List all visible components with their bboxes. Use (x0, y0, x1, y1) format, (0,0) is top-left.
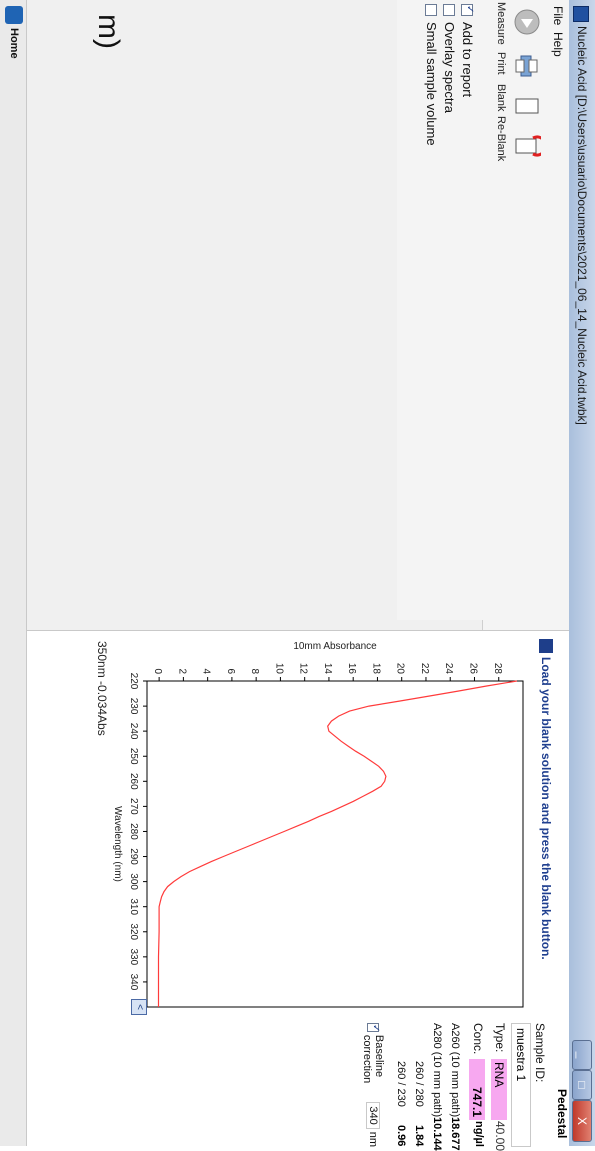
home-button[interactable]: Home (5, 6, 23, 59)
ratio-260-230-value: 0.96 (395, 1125, 407, 1147)
print-label: Print (495, 52, 507, 75)
title-bar: Nucleic Acid [D:\Users\usuario\Documents… (568, 0, 595, 1146)
baseline-wavelength-input[interactable]: 340 (366, 1102, 380, 1129)
absorbance-chart: 0 2 4 6 8 10 12 14 16 18 20 22 24 26 28220230240250260… (112, 641, 524, 1016)
small-sample-volume-option[interactable]: Small sample volume (424, 4, 439, 146)
status-bar: Home (0, 0, 27, 1146)
x-tick-label: 320 (128, 923, 139, 940)
y-axis-label: 10mm Absorbance (293, 641, 377, 652)
overlay-spectra-option[interactable]: Overlay spectra (442, 4, 457, 113)
y-tick-label: 14 (322, 663, 333, 675)
sample-id-input[interactable]: muestra 1 (511, 1023, 531, 1147)
y-tick-label: 10 (273, 663, 284, 675)
ratio-260-280-label: 260 / 280 (413, 1061, 425, 1107)
reblank-icon[interactable] (513, 132, 541, 160)
menu-file[interactable]: File (551, 6, 565, 26)
x-tick-label: 340 (128, 974, 139, 991)
collapse-chart-button[interactable]: < (131, 999, 147, 1015)
y-tick-label: 22 (419, 663, 430, 675)
y-tick-label: 8 (249, 668, 260, 674)
y-tick-label: 16 (346, 663, 357, 675)
x-tick-label: 220 (128, 673, 139, 690)
x-tick-label: 280 (128, 823, 139, 840)
y-tick-label: 24 (443, 663, 454, 675)
baseline-correction-option[interactable]: Baseline correction 340 nm (361, 1023, 385, 1147)
cursor-readout: 350nm -0.034Abs (95, 641, 109, 736)
message-icon (539, 639, 553, 653)
toolbar: Measure Print Blank Re-Blank (482, 0, 547, 1146)
x-tick-label: 310 (128, 898, 139, 915)
mode-header: Pedestal (555, 1089, 569, 1139)
home-label: Home (8, 28, 20, 59)
sample-id-label: Sample ID: (533, 1023, 547, 1083)
menu-help[interactable]: Help (551, 32, 565, 57)
add-to-report-label: Add to report (460, 22, 475, 98)
plot-area (146, 680, 524, 1008)
print-icon[interactable] (513, 52, 541, 80)
blank-icon[interactable] (513, 92, 541, 120)
y-tick-label: 12 (298, 663, 309, 675)
reblank-label: Re-Blank (495, 116, 507, 162)
add-to-report-option[interactable]: Add to report (460, 4, 475, 97)
y-tick-label: 0 (152, 668, 163, 674)
y-tick-label: 20 (395, 663, 406, 675)
x-tick-label: 290 (128, 848, 139, 865)
add-to-report-checkbox[interactable] (461, 4, 474, 16)
a280-label: A280 (10 mm path) (431, 1023, 443, 1118)
home-icon (5, 6, 23, 24)
conc-label: Conc. (471, 1023, 485, 1055)
overlay-spectra-checkbox[interactable] (443, 4, 456, 16)
y-tick-label: 18 (370, 663, 381, 675)
results-panel: Pedestal Sample ID: muestra 1 Type: RNA … (49, 1021, 569, 1151)
x-tick-label: 230 (128, 698, 139, 715)
blank-label: Blank (495, 84, 507, 112)
a260-label: A260 (10 mm path) (449, 1023, 461, 1118)
baseline-correction-checkbox[interactable] (367, 1023, 379, 1032)
overlay-spectra-label: Overlay spectra (442, 22, 457, 114)
x-tick-label: 260 (128, 773, 139, 790)
ratio-260-280-value: 1.84 (413, 1125, 425, 1147)
options-panel: Add to report Overlay spectra Small samp… (397, 0, 483, 620)
type-select[interactable]: RNA (491, 1059, 507, 1120)
x-tick-label: 240 (128, 723, 139, 740)
type-label: Type: (493, 1023, 507, 1053)
x-tick-label: 330 (128, 949, 139, 966)
small-sample-volume-label: Small sample volume (424, 22, 439, 146)
measure-icon[interactable] (513, 8, 541, 36)
baseline-unit: nm (367, 1131, 379, 1147)
factor-value: 40.00 (493, 1121, 507, 1151)
baseline-correction-label: Baseline correction (361, 1034, 385, 1084)
close-button[interactable]: X (572, 1100, 592, 1142)
x-axis-label: Wavelength (nm) (112, 806, 123, 882)
x-tick-label: 300 (128, 873, 139, 890)
x-tick-label: 270 (128, 798, 139, 815)
x-tick-label: 250 (128, 748, 139, 765)
y-tick-label: 28 (492, 663, 503, 675)
overlay-text: m) (92, 14, 125, 49)
y-tick-label: 26 (467, 663, 478, 675)
maximize-button[interactable]: □ (572, 1070, 592, 1100)
y-tick-label: 6 (225, 668, 236, 674)
ratio-260-230-label: 260 / 230 (395, 1061, 407, 1107)
conc-value: 747.1 (469, 1059, 485, 1120)
spectrum-line (157, 680, 517, 1007)
y-tick-label: 4 (201, 668, 212, 674)
app-icon (573, 6, 589, 22)
small-sample-volume-checkbox[interactable] (425, 4, 438, 16)
status-message: Load your blank solution and press the b… (539, 657, 553, 960)
measurement-area: Load your blank solution and press the b… (27, 630, 569, 1151)
measure-label: Measure (495, 2, 507, 45)
window-title: Nucleic Acid [D:\Users\usuario\Documents… (575, 26, 589, 425)
conc-unit-select[interactable]: ng/µl (473, 1121, 485, 1147)
y-tick-label: 2 (176, 668, 187, 674)
minimize-button[interactable]: _ (572, 1040, 592, 1070)
